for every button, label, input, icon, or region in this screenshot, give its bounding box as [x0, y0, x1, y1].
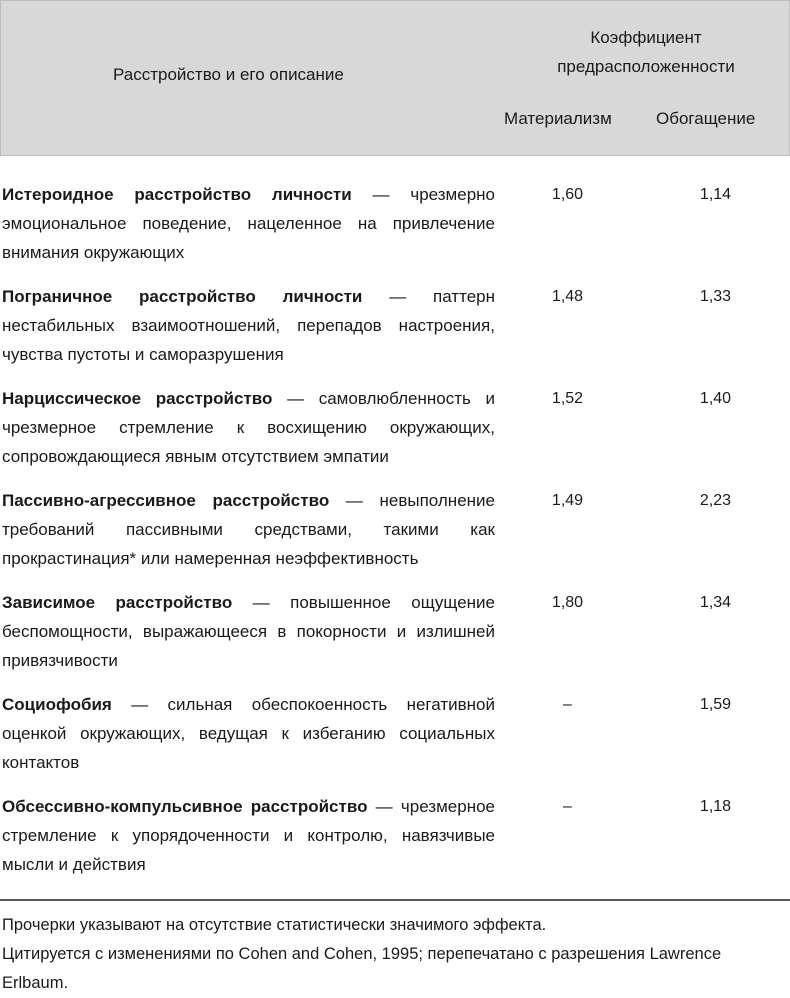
table-row: Нарциссическое расстройство — самовлюбле…: [0, 384, 790, 484]
disorder-description: Нарциссическое расстройство — самовлюбле…: [2, 384, 495, 471]
disorder-text: — самовлюбленность и чрезмерное стремлен…: [2, 389, 496, 466]
materialism-value: 1,48: [551, 288, 584, 305]
disorder-name: Истероидное расстройство личности: [2, 185, 352, 204]
enrichment-value: 1,40: [699, 390, 732, 407]
disorder-description: Пассивно-агрессивное расстройство — невы…: [2, 486, 495, 573]
table-row: Социофобия — сильная обеспокоенность нег…: [0, 690, 790, 790]
disorder-name: Обсессивно-компульсивное расстройство: [2, 797, 368, 816]
column-header-enrichment: Обогащение: [656, 109, 756, 128]
materialism-value: 1,49: [551, 492, 584, 509]
disorder-description: Истероидное расстройство личности — чрез…: [2, 180, 495, 267]
materialism-value: 1,52: [551, 390, 584, 407]
disorder-text: — невыполнение требований пассивными сре…: [2, 491, 495, 568]
disorder-text: — паттерн нестабильных взаимоотношений, …: [2, 287, 495, 364]
disorder-name: Социофобия: [2, 695, 112, 714]
table-row: Пограничное расстройство личности — патт…: [0, 282, 790, 382]
footnote-dashes: Прочерки указывают на отсутствие статист…: [2, 916, 547, 934]
materialism-value: 1,60: [551, 186, 584, 203]
table-row: Зависимое расстройство — повышенное ощущ…: [0, 588, 790, 688]
table-row: Истероидное расстройство личности — чрез…: [0, 180, 790, 280]
materialism-value: –: [563, 798, 572, 815]
enrichment-value: 2,23: [699, 492, 732, 509]
table-footnote: Прочерки указывают на отсутствие статист…: [2, 911, 788, 998]
footnote-source: Цитируется с изменениями по Cohen and Co…: [2, 945, 722, 992]
column-header-materialism: Материализм: [504, 109, 612, 128]
disorder-description: Обсессивно-компульсивное расстройство — …: [2, 792, 495, 879]
disorder-text: — сильная обеспокоенность негативной оце…: [2, 695, 495, 772]
disorder-text: — повышенное ощущение беспомощности, выр…: [2, 593, 495, 670]
table-row: Обсессивно-компульсивное расстройство — …: [0, 792, 790, 892]
disorder-name: Пассивно-агрессивное расстройство: [2, 491, 330, 510]
disorder-text: — чрезмерное стремление к упорядоченност…: [2, 797, 495, 874]
disorder-description: Зависимое расстройство — повышенное ощущ…: [2, 588, 495, 675]
disorder-name: Нарциссическое расстройство: [2, 389, 273, 408]
disorder-description: Пограничное расстройство личности — патт…: [2, 282, 495, 369]
enrichment-value: 1,34: [699, 594, 732, 611]
disorder-name: Зависимое расстройство: [2, 593, 233, 612]
enrichment-value: 1,14: [699, 186, 732, 203]
materialism-value: 1,80: [551, 594, 584, 611]
table-header: Расстройство и его описание Коэффициент …: [0, 0, 790, 156]
enrichment-value: 1,18: [699, 798, 732, 815]
column-header-description: Расстройство и его описание: [113, 65, 344, 84]
disorder-text: — чрезмерно эмоциональное поведение, нац…: [2, 185, 495, 262]
disorder-description: Социофобия — сильная обеспокоенность нег…: [2, 690, 495, 777]
enrichment-value: 1,59: [699, 696, 732, 713]
column-group-header: Коэффициент предрасположенности: [557, 28, 735, 76]
divider: [0, 899, 790, 901]
enrichment-value: 1,33: [699, 288, 732, 305]
table-row: Пассивно-агрессивное расстройство — невы…: [0, 486, 790, 586]
disorder-name: Пограничное расстройство личности: [2, 287, 363, 306]
materialism-value: –: [563, 696, 572, 713]
